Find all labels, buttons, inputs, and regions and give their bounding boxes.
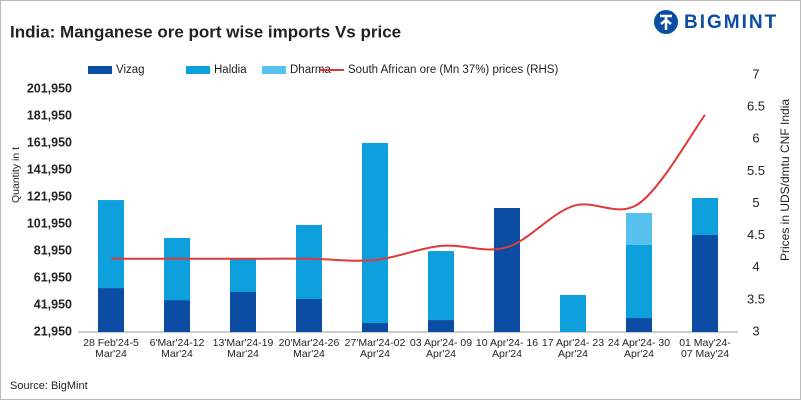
y-tick-label: 201,950 — [27, 81, 72, 95]
x-tick-label: Mar'24 — [293, 348, 325, 360]
bar — [692, 198, 718, 236]
bar — [428, 251, 454, 321]
y2-tick-label: 3 — [752, 323, 759, 338]
y2-tick-label: 3.5 — [747, 291, 765, 306]
x-tick-label: Mar'24 — [161, 348, 193, 360]
x-tick-label: 20'Mar'24-26 — [279, 337, 340, 349]
y2-tick-label: 6.5 — [747, 99, 765, 114]
y2-tick-label: 7 — [752, 66, 759, 81]
bar — [362, 323, 388, 332]
x-tick-label: Apr'24 — [558, 348, 588, 360]
y-tick-label: 21,950 — [34, 324, 72, 338]
bar — [626, 212, 652, 245]
y-tick-label: 181,950 — [27, 108, 72, 122]
bar — [428, 320, 454, 332]
y-tick-label: 141,950 — [27, 162, 72, 176]
y-tick-label: 61,950 — [34, 270, 72, 284]
y2-tick-label: 4.5 — [747, 227, 765, 242]
bar — [98, 200, 124, 289]
legend-label: Haldia — [214, 64, 247, 76]
x-tick-label: 28 Feb'24-5 — [83, 337, 139, 349]
legend-swatch — [262, 66, 286, 74]
x-tick-label: 24 Apr'24- 30 — [608, 337, 670, 349]
y-axis-label: Quantity in t — [10, 147, 22, 203]
brand: BIGMINT — [684, 12, 778, 33]
source: Source: BigMint — [10, 380, 88, 392]
chart-title: India: Manganese ore port wise imports V… — [10, 22, 401, 41]
x-tick-label: 07 May'24 — [681, 348, 729, 360]
legend-label: Vizag — [116, 64, 145, 76]
legend-swatch — [186, 66, 210, 74]
bar — [494, 208, 520, 332]
legend-label: South African ore (Mn 37%) prices (RHS) — [348, 64, 558, 76]
y2-tick-label: 6 — [752, 131, 759, 146]
bar — [296, 298, 322, 332]
y2-axis-label: Prices in UDS/dmtu CNF India — [778, 99, 792, 261]
x-tick-label: Apr'24 — [360, 348, 390, 360]
x-tick-label: 10 Apr'24- 16 — [476, 337, 538, 349]
x-tick-label: Apr'24 — [426, 348, 456, 360]
bar — [626, 244, 652, 319]
bar — [692, 235, 718, 332]
x-tick-label: 03 Apr'24- 09 — [410, 337, 472, 349]
y2-tick-label: 5.5 — [747, 163, 765, 178]
y-tick-label: 81,950 — [34, 243, 72, 257]
y-tick-label: 121,950 — [27, 189, 72, 203]
bar — [362, 142, 388, 324]
x-tick-label: Mar'24 — [95, 348, 127, 360]
bar — [230, 259, 256, 292]
bar — [98, 288, 124, 332]
x-tick-label: 27'Mar'24-02 — [345, 337, 406, 349]
bar — [164, 300, 190, 332]
y2-tick-label: 4 — [752, 259, 759, 274]
bar — [560, 294, 586, 332]
x-tick-label: 17 Apr'24- 23 — [542, 337, 604, 349]
logo-glyph — [660, 14, 672, 30]
bar — [230, 291, 256, 332]
y-tick-label: 161,950 — [27, 135, 72, 149]
x-tick-label: Mar'24 — [227, 348, 259, 360]
line — [110, 114, 706, 262]
x-tick-label: 13'Mar'24-19 — [213, 337, 274, 349]
x-tick-label: Apr'24 — [624, 348, 654, 360]
y2-tick-label: 5 — [752, 195, 759, 210]
bar — [296, 225, 322, 299]
bar — [626, 318, 652, 332]
x-tick-label: 01 May'24- — [679, 337, 731, 349]
bar — [164, 237, 190, 301]
legend-label: Dharma — [290, 64, 332, 76]
legend-swatch — [88, 66, 112, 74]
logo: BIGMINT — [654, 10, 778, 34]
y-tick-label: 101,950 — [27, 216, 72, 230]
x-tick-label: Apr'24 — [492, 348, 522, 360]
y-tick-label: 41,950 — [34, 297, 72, 311]
x-tick-label: 6'Mar'24-12 — [150, 337, 205, 349]
